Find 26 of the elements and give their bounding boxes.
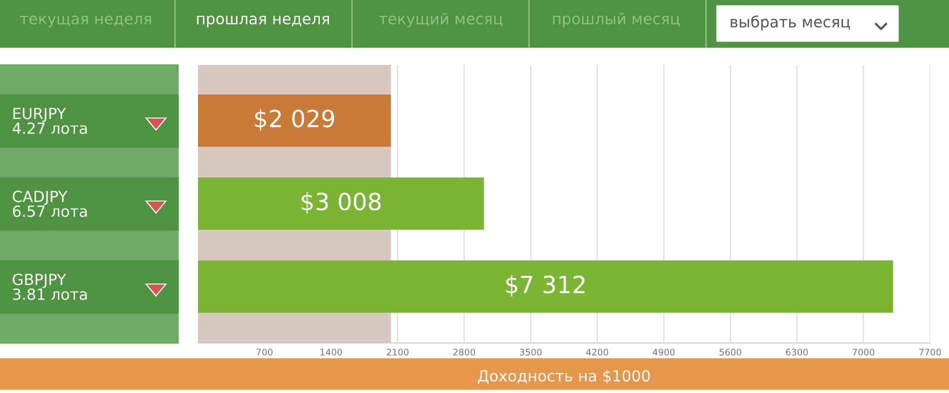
x-tick-label: 7700 xyxy=(919,348,941,356)
x-tick-label: 3500 xyxy=(520,348,542,356)
text: прошлый месяц xyxy=(553,12,680,28)
x-tick-label: 700 xyxy=(256,348,273,356)
data-label: $2 029 xyxy=(255,109,334,131)
text: текущая неделя xyxy=(20,16,152,28)
bar xyxy=(198,177,484,230)
x-tick-label: 6300 xyxy=(786,348,808,356)
y-tick-label: GBPJPY 3.81 лота xyxy=(12,274,87,300)
x-tick-label: 1400 xyxy=(320,348,342,356)
x-axis-title: Доходность на $1000 xyxy=(478,370,650,384)
data-label: $7 312 xyxy=(506,275,584,297)
x-tick-label: 7000 xyxy=(852,348,874,356)
text: выбрать месяц xyxy=(730,15,850,31)
bar xyxy=(198,94,391,147)
text: прошлая неделя xyxy=(197,16,329,28)
y-tick-label: EURJPY 4.27 лота xyxy=(12,108,87,134)
x-tick-label: 4900 xyxy=(652,348,675,356)
x-tick-label: 4200 xyxy=(586,348,608,356)
x-tick-label: 5600 xyxy=(720,348,742,356)
y-tick-label: CADJPY 6.57 лота xyxy=(12,190,87,217)
x-tick-label: 2100 xyxy=(386,348,409,356)
text: текущий месяц xyxy=(379,12,503,28)
bar xyxy=(198,260,894,313)
x-tick-label: 2800 xyxy=(453,348,476,356)
data-label: $3 008 xyxy=(302,192,381,214)
